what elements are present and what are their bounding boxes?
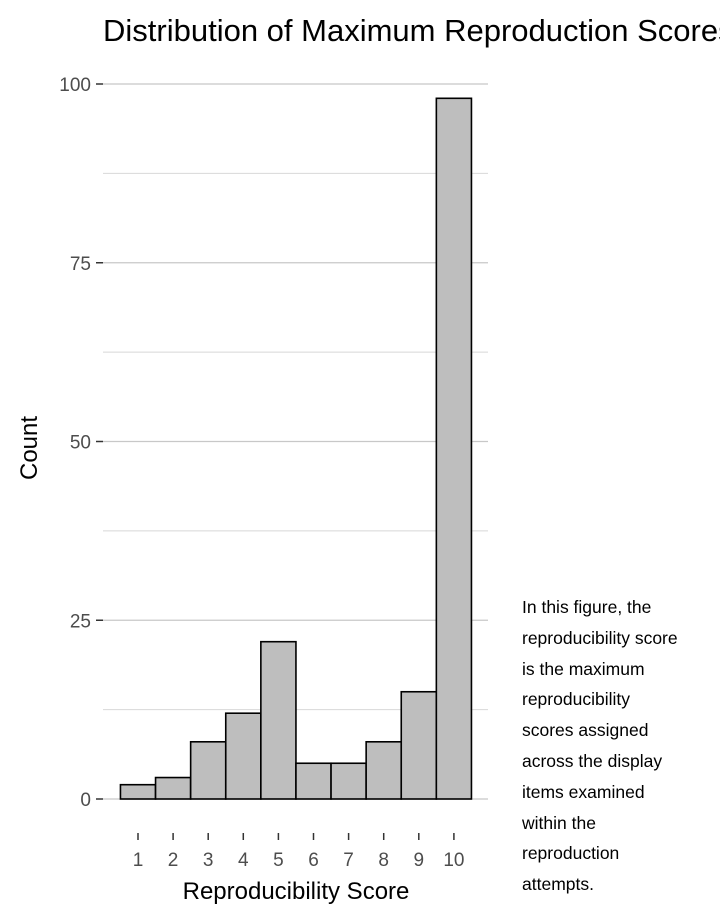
- x-axis-title: Reproducibility Score: [183, 878, 410, 905]
- bar-score-8: [365, 740, 403, 800]
- x-tick-label: 2: [168, 850, 179, 871]
- bar-score-4: [224, 712, 262, 800]
- bar-score-2: [154, 776, 192, 800]
- x-axis: 1 2 3 4 5 6 7 8 9 10: [133, 833, 464, 871]
- y-tick-label: 75: [70, 254, 91, 275]
- x-tick-label: 9: [414, 850, 425, 871]
- x-tick-label: 1: [133, 850, 144, 871]
- x-tick-label: 10: [443, 850, 464, 871]
- bar-score-3: [189, 740, 227, 800]
- y-tick-label: 0: [80, 790, 91, 811]
- bar-score-5: [260, 640, 297, 800]
- bar-score-7: [330, 762, 367, 800]
- y-axis-title: Count: [16, 416, 43, 480]
- figure-caption: In this figure, the reproducibility scor…: [522, 597, 678, 895]
- bars: [119, 97, 473, 800]
- x-tick-label: 6: [308, 850, 319, 871]
- chart-title: Distribution of Maximum Reproduction Sco…: [103, 13, 720, 48]
- x-tick-label: 4: [238, 850, 249, 871]
- y-axis: 0 25 50 75 100: [59, 75, 103, 811]
- x-tick-label: 3: [203, 850, 214, 871]
- bar-score-6: [295, 762, 332, 800]
- y-tick-label: 50: [70, 433, 91, 454]
- bar-score-1: [119, 783, 157, 800]
- bar-score-10: [435, 97, 473, 800]
- x-tick-label: 5: [273, 850, 284, 871]
- y-tick-label: 25: [70, 611, 91, 632]
- x-tick-label: 7: [343, 850, 354, 871]
- y-tick-label: 100: [59, 75, 91, 96]
- bar-score-9: [400, 690, 438, 800]
- x-tick-label: 8: [378, 850, 389, 871]
